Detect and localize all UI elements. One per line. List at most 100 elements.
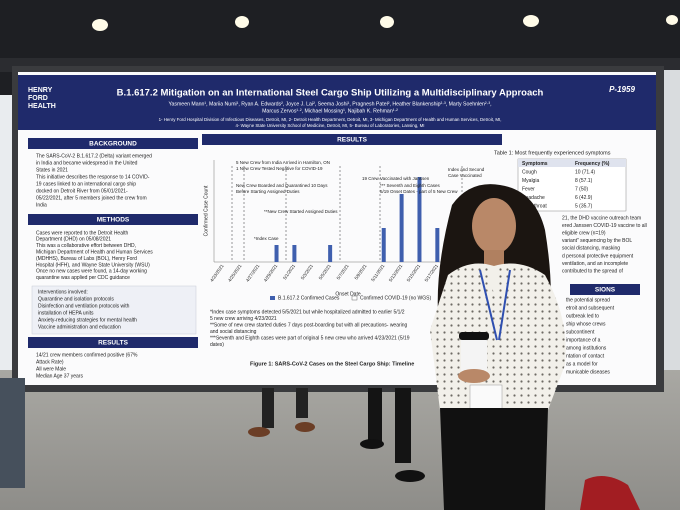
legend-swatch [270, 296, 275, 300]
section-header [570, 284, 640, 295]
intervention-text: installation of HEPA units [38, 310, 94, 316]
table-cell: Cough [522, 169, 537, 175]
conclusion-text: etroit and subsequent [566, 305, 615, 311]
figure-note: dates) [210, 342, 224, 348]
conclusion-text: importance of a [566, 337, 601, 343]
bar [274, 245, 279, 262]
annotation: 19 Crew Vaccinated with Janssen [362, 176, 430, 181]
results-text: 21, the DHD vaccine outreach team [562, 215, 641, 221]
results-text: eligible crew (n=19) [562, 231, 606, 237]
x-axis-label: Onset Date [335, 291, 361, 297]
intervention-text: Disinfection and ventilation protocols w… [38, 303, 130, 309]
background-text: The SARS-CoV-2 B.1.617.2 (Delta) variant… [36, 153, 152, 159]
results-text: variant" sequencing by the BOL [562, 238, 632, 244]
figure-note: ***Seventh and Eighth cases were part of… [210, 335, 410, 341]
legend-swatch [351, 295, 358, 301]
annotation: 1 New Crew Tested Negative for COVID-19 [236, 166, 323, 171]
bar [328, 245, 333, 262]
bar [381, 228, 386, 262]
lights [92, 15, 678, 31]
conclusion-text: as a model for [566, 361, 598, 367]
section-header [28, 138, 198, 149]
conclusion-text: the potential spread [566, 297, 610, 303]
legend-entry: B.1.617.2 Confirmed Cases [278, 295, 340, 301]
background-text: 19 cases linked to an international carg… [36, 181, 136, 187]
methods-text: (MDHHS), Bureau of Labs (BOL), Henry For… [36, 256, 137, 262]
results-text: Median Age 37 years [36, 373, 83, 379]
methods-text: Cases were reported to the Detroit Healt… [36, 230, 128, 236]
logo: FORD [28, 95, 48, 102]
conclusion-text: municable diseases [566, 369, 610, 375]
intervention-text: Vaccine administration and education [38, 324, 121, 330]
intervention-text: Interventions involved: [38, 289, 88, 295]
person [430, 184, 640, 510]
table-cell: 10 (71.4) [575, 169, 595, 175]
figure-note: 5 new crew arriving 4/23/2021 [210, 316, 277, 322]
table-cell: Myalgia [522, 178, 539, 184]
figure-note: and social distancing [210, 329, 257, 335]
background-text: 05/22/2021, after 5 members joined the c… [36, 195, 147, 201]
floor [0, 370, 680, 510]
bar [417, 177, 422, 262]
table-header: Symptoms [522, 161, 548, 167]
section-header [202, 134, 502, 145]
table-title: Table 1: Most frequently experienced sym… [494, 150, 611, 156]
table-cell: 5 (35.7) [575, 203, 593, 209]
bar [435, 228, 440, 262]
logo: HENRY [28, 87, 53, 94]
title-band [18, 75, 656, 130]
section-header [28, 214, 198, 225]
authors: Yasmeen Mann¹, Mariia Numi¹, Ryan A. Edw… [168, 101, 491, 107]
table-cell: Fever [522, 186, 535, 192]
annotation: New Crew Boarded and Quarantined 10 Days [236, 183, 328, 188]
legend-entry: Confirmed COVID-19 (no WGS) [360, 295, 431, 301]
section-heading: RESULTS [98, 340, 129, 347]
authors: Marcus Zervos¹·², Michael Mossing¹, Naji… [262, 108, 398, 114]
section-heading: BACKGROUND [89, 141, 137, 148]
conclusion-text: subcontinent [566, 329, 595, 335]
methods-text: Michigan Department of Health and Human … [36, 250, 153, 256]
section-heading: SIONS [595, 287, 616, 294]
background-text: States in 2021 [36, 167, 68, 173]
section-heading: RESULTS [337, 137, 368, 144]
bar [292, 245, 297, 262]
methods-text: Hospital (HFH), and Wayne State Universi… [36, 262, 150, 268]
table-header: Frequency (%) [575, 161, 610, 167]
table-cell: 7 (50) [575, 186, 588, 192]
annotation: *Index Case [254, 236, 279, 241]
annotation: Index and Second [448, 167, 485, 172]
table-frame [517, 158, 627, 212]
conclusion-text: ship whose crews [566, 321, 606, 327]
results-text: d personal protective equipment [562, 253, 634, 259]
poster-id: P-1959 [609, 85, 635, 94]
conclusion-text: ntation of contact [566, 353, 605, 359]
annotation: Before Starting Assigned Duties [236, 189, 300, 194]
annotation: **New Crew Started Assigned Duties [264, 209, 338, 214]
table-cell: 6 (42.9) [575, 195, 593, 201]
table-cell: Headache [522, 195, 545, 201]
legs [0, 378, 425, 488]
bar [399, 194, 404, 262]
results-text: Attack Rate) [36, 359, 64, 365]
background-text: India [36, 202, 47, 208]
background-text: in India and became widespread in the Un… [36, 160, 138, 166]
annotation: 5 New Crew from India Arrived in Hamilto… [236, 160, 330, 165]
annotation: Case Vaccinated [448, 173, 482, 178]
results-text: social distancing, masking [562, 246, 620, 252]
figure-note: **Some of new crew started duties 7 days… [210, 322, 408, 328]
section-header [28, 337, 198, 348]
background-text: docked on Detroit River from 05/01/2021- [36, 188, 128, 194]
logo: HEALTH [28, 103, 56, 110]
results-text: 14/21 crew members confirmed positive (6… [36, 352, 138, 358]
affiliations: 4- Wayne State University School of Medi… [236, 123, 425, 128]
methods-text: Once no new cases were found, a 14-day w… [36, 269, 147, 275]
methods-text: Department (DHD) on 05/08/2021 [36, 237, 111, 243]
methods-text: This was a collaborative effort between … [36, 243, 136, 249]
table-header-bg [518, 159, 626, 167]
figure-note: *Index case symptoms detected 5/5/2021 b… [210, 309, 405, 315]
poster-title: B.1.617.2 Mitigation on an International… [117, 88, 544, 99]
table-cell: 8 (57.1) [575, 178, 593, 184]
conclusion-text: among institutions [566, 345, 607, 351]
results-text: contributed to the spread of [562, 269, 623, 275]
